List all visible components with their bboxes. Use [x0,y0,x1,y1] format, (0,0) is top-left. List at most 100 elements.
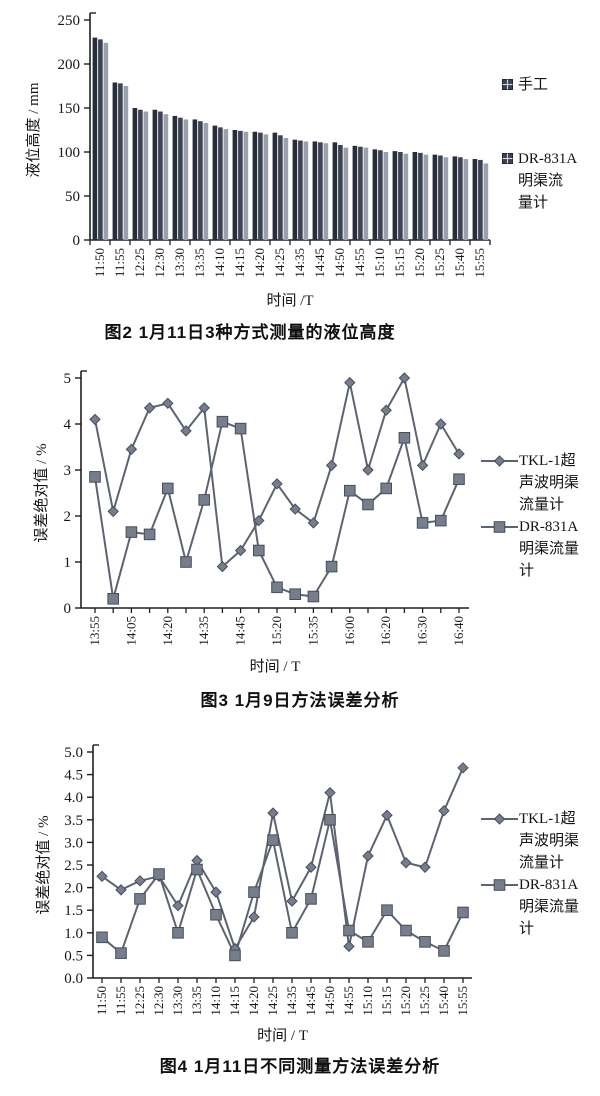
y-tick-label: 3.0 [64,835,83,851]
bar [478,159,483,240]
bar [372,149,378,240]
series-line [94,420,460,600]
x-tick-label: 13:30 [172,248,187,278]
x-tick-label: 16:40 [451,616,466,646]
figure-2-bar-chart: 0 50 100 150 200 250 时间 /T 液位高度 / mm 11:50 11:55 1… [25,12,491,309]
x-tick-label: 15:20 [412,248,427,278]
marker-diamond [493,455,506,467]
marker-square [153,868,165,880]
legend-label: 手工 [518,77,549,93]
y-tick-label: 4 [64,417,72,433]
bar [163,114,169,240]
marker-diamond [180,425,192,437]
marker-square [362,936,374,948]
x-tick-label: 14:45 [233,616,248,646]
bar [243,131,249,240]
x-tick-label: 14:35 [284,986,299,1016]
marker-diamond [325,459,338,472]
x-tick-label: 16:20 [378,616,393,646]
marker-diamond [400,857,412,869]
marker-diamond [305,861,317,873]
bar [223,129,229,240]
marker-square [457,906,469,919]
marker-square [198,494,210,506]
x-tick-label: 14:35 [196,616,211,646]
marker-square [380,482,392,495]
x-tick-label: 14:50 [322,986,337,1016]
bar [98,39,103,240]
figure-4-line-chart: 0.0 0.5 1.0 1.5 2.0 2.5 3.0 3.5 4.0 4.5 5.0 时间 / T 误… [35,744,472,1044]
marker-diamond [253,514,265,527]
marker-square [271,581,283,594]
bar [183,119,189,240]
square-line-marker-icon [481,521,518,533]
series-markers [89,372,465,605]
x-tick-label: 11:55 [113,986,128,1015]
series-markers [96,762,469,962]
marker-square [125,526,138,538]
x-tick-label: 14:45 [303,986,318,1016]
marker-diamond [234,544,247,557]
x-tick-label: 12:25 [132,986,147,1016]
marker-diamond [398,372,411,384]
x-tick-label: 14:10 [212,248,227,278]
x-tick-label: 14:15 [227,986,242,1016]
marker-square [419,936,431,948]
bar [103,42,109,240]
marker-square [89,471,101,483]
marker-square [398,432,411,444]
marker-square [381,904,393,916]
marker-diamond [435,418,447,430]
marker-square [162,482,174,495]
y-tick-label: 100 [58,145,81,161]
x-axis-title: 时间 / T [250,658,301,675]
figure-2-legend: 手工 DR-831A 明渠流 量计 [502,74,577,214]
marker-square [216,415,229,428]
bar [403,153,409,240]
marker-diamond [416,459,429,472]
marker-diamond [289,503,301,515]
legend-label: TKL-1超 声波明渠 流量计 [519,811,580,871]
bar [363,147,369,240]
bar [343,147,349,240]
x-tick-label: 14:50 [332,248,347,278]
bar [218,127,223,240]
figure-4-caption: 图4 1月11日不同测量方法误差分析 [159,1057,441,1076]
bar [452,156,458,240]
marker-square [134,893,146,905]
marker-diamond [453,448,465,460]
bar [418,152,423,240]
marker-diamond [107,505,119,518]
x-tick-label: 14:25 [272,248,287,278]
marker-square [248,886,260,898]
x-tick-label: 11:50 [92,248,107,277]
bar [443,157,449,240]
marker-square [267,834,279,846]
marker-diamond [381,809,393,821]
bar [118,83,123,240]
x-tick-label: 14:55 [352,248,367,278]
marker-diamond [343,940,355,953]
bar [352,145,358,240]
square-line-marker-icon [481,879,518,891]
bar [232,130,238,240]
marker-diamond [271,478,283,490]
x-tick-label: 15:10 [372,248,387,278]
bar [192,119,198,240]
marker-diamond [307,517,320,529]
bar [312,141,318,240]
bar [472,159,478,240]
y-tick-label: 1.0 [64,926,83,942]
bar [92,37,98,240]
x-tick-label: 13:55 [87,616,102,646]
bar [158,111,163,241]
x-tick-label: 12:30 [151,986,166,1016]
marker-square [493,521,506,533]
x-axis-title: 时间 /T [266,292,313,309]
bar [152,109,158,240]
marker-square [234,422,247,435]
x-axis-title: 时间 / T [257,1027,308,1044]
y-tick-label: 150 [58,101,81,117]
marker-diamond [493,813,506,825]
